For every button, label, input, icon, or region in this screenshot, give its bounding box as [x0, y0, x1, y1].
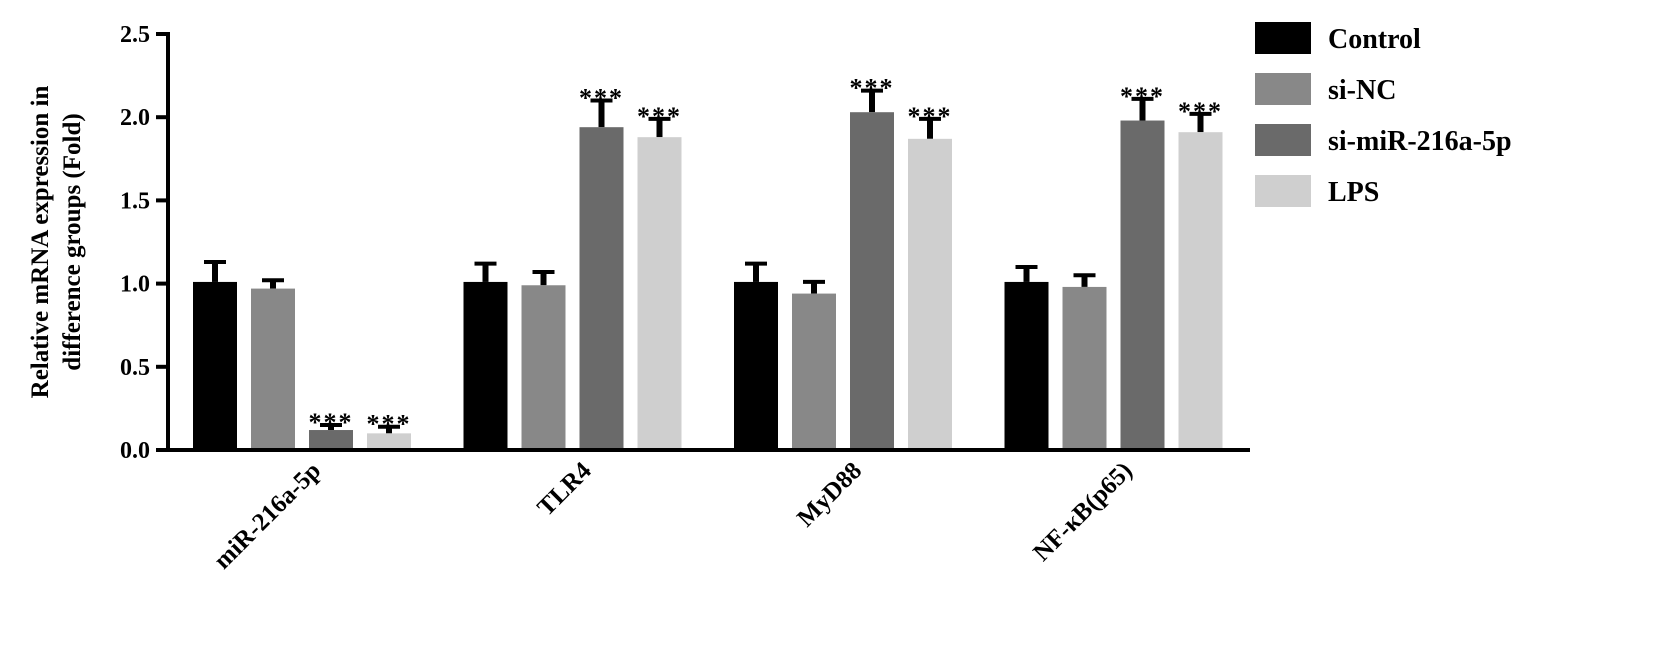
bar	[1120, 120, 1165, 450]
significance-label: ***	[367, 410, 412, 439]
significance-label: ***	[1120, 82, 1165, 111]
bar	[521, 285, 566, 450]
significance-label: ***	[850, 74, 895, 103]
bar	[1004, 281, 1049, 450]
y-tick-label: 2.5	[120, 22, 150, 48]
y-tick-label: 2.0	[120, 105, 150, 131]
significance-label: ***	[309, 408, 354, 437]
bar-group: *** ***	[463, 84, 682, 451]
significance-label: ***	[908, 102, 953, 131]
significance-label: ***	[637, 102, 682, 131]
bar	[850, 112, 894, 450]
legend-item: Control	[1255, 22, 1421, 55]
legend-label: si-miR-216a-5p	[1328, 126, 1512, 157]
category-label: TLR4	[532, 457, 597, 522]
legend-swatch	[1255, 175, 1311, 207]
bar	[367, 433, 411, 450]
bar	[734, 281, 778, 450]
legend: Control si-NC si-miR-216a-5p LPS	[1255, 22, 1512, 208]
legend-item: si-NC	[1255, 73, 1396, 106]
bar	[309, 430, 353, 450]
y-axis-title-line-1: Relative mRNA expression in	[27, 86, 54, 399]
bar-group: *** ***	[193, 259, 412, 450]
significance-label: ***	[579, 84, 624, 113]
bar	[251, 288, 295, 450]
y-tick-label: 1.5	[120, 188, 150, 214]
bars-layer: *** *** *** *** *** *** *** ***	[193, 74, 1223, 451]
category-label: miR-216a-5p	[209, 457, 326, 574]
bar-group: *** ***	[1004, 82, 1223, 450]
significance-label: ***	[1178, 97, 1223, 126]
bar	[579, 127, 624, 451]
bar	[193, 281, 237, 450]
y-tick-label: 0.0	[120, 438, 150, 464]
legend-swatch	[1255, 73, 1311, 105]
y-axis-title: Relative mRNA expression in difference g…	[27, 86, 86, 399]
y-axis: 0.0 0.5 1.0 1.5 2.0 2.5	[120, 22, 170, 464]
legend-label: Control	[1328, 24, 1421, 55]
bar-group: *** ***	[734, 74, 953, 450]
bar	[463, 281, 508, 450]
bar	[792, 293, 836, 450]
category-label: MyD88	[792, 457, 867, 532]
bar	[1062, 286, 1107, 450]
legend-label: LPS	[1328, 177, 1379, 208]
legend-swatch	[1255, 22, 1311, 54]
x-axis: miR-216a-5p TLR4 MyD88 NF-κB(p65)	[166, 448, 1250, 574]
category-label: NF-κB(p65)	[1028, 457, 1137, 566]
y-axis-title-line-2: difference groups (Fold)	[59, 113, 86, 370]
y-tick-label: 1.0	[120, 272, 150, 298]
bar	[637, 137, 682, 450]
legend-label: si-NC	[1328, 75, 1396, 106]
bar	[908, 138, 952, 450]
y-tick-label: 0.5	[120, 355, 150, 381]
legend-item: si-miR-216a-5p	[1255, 124, 1512, 157]
legend-item: LPS	[1255, 175, 1379, 208]
bar	[1178, 132, 1223, 450]
legend-swatch	[1255, 124, 1311, 156]
